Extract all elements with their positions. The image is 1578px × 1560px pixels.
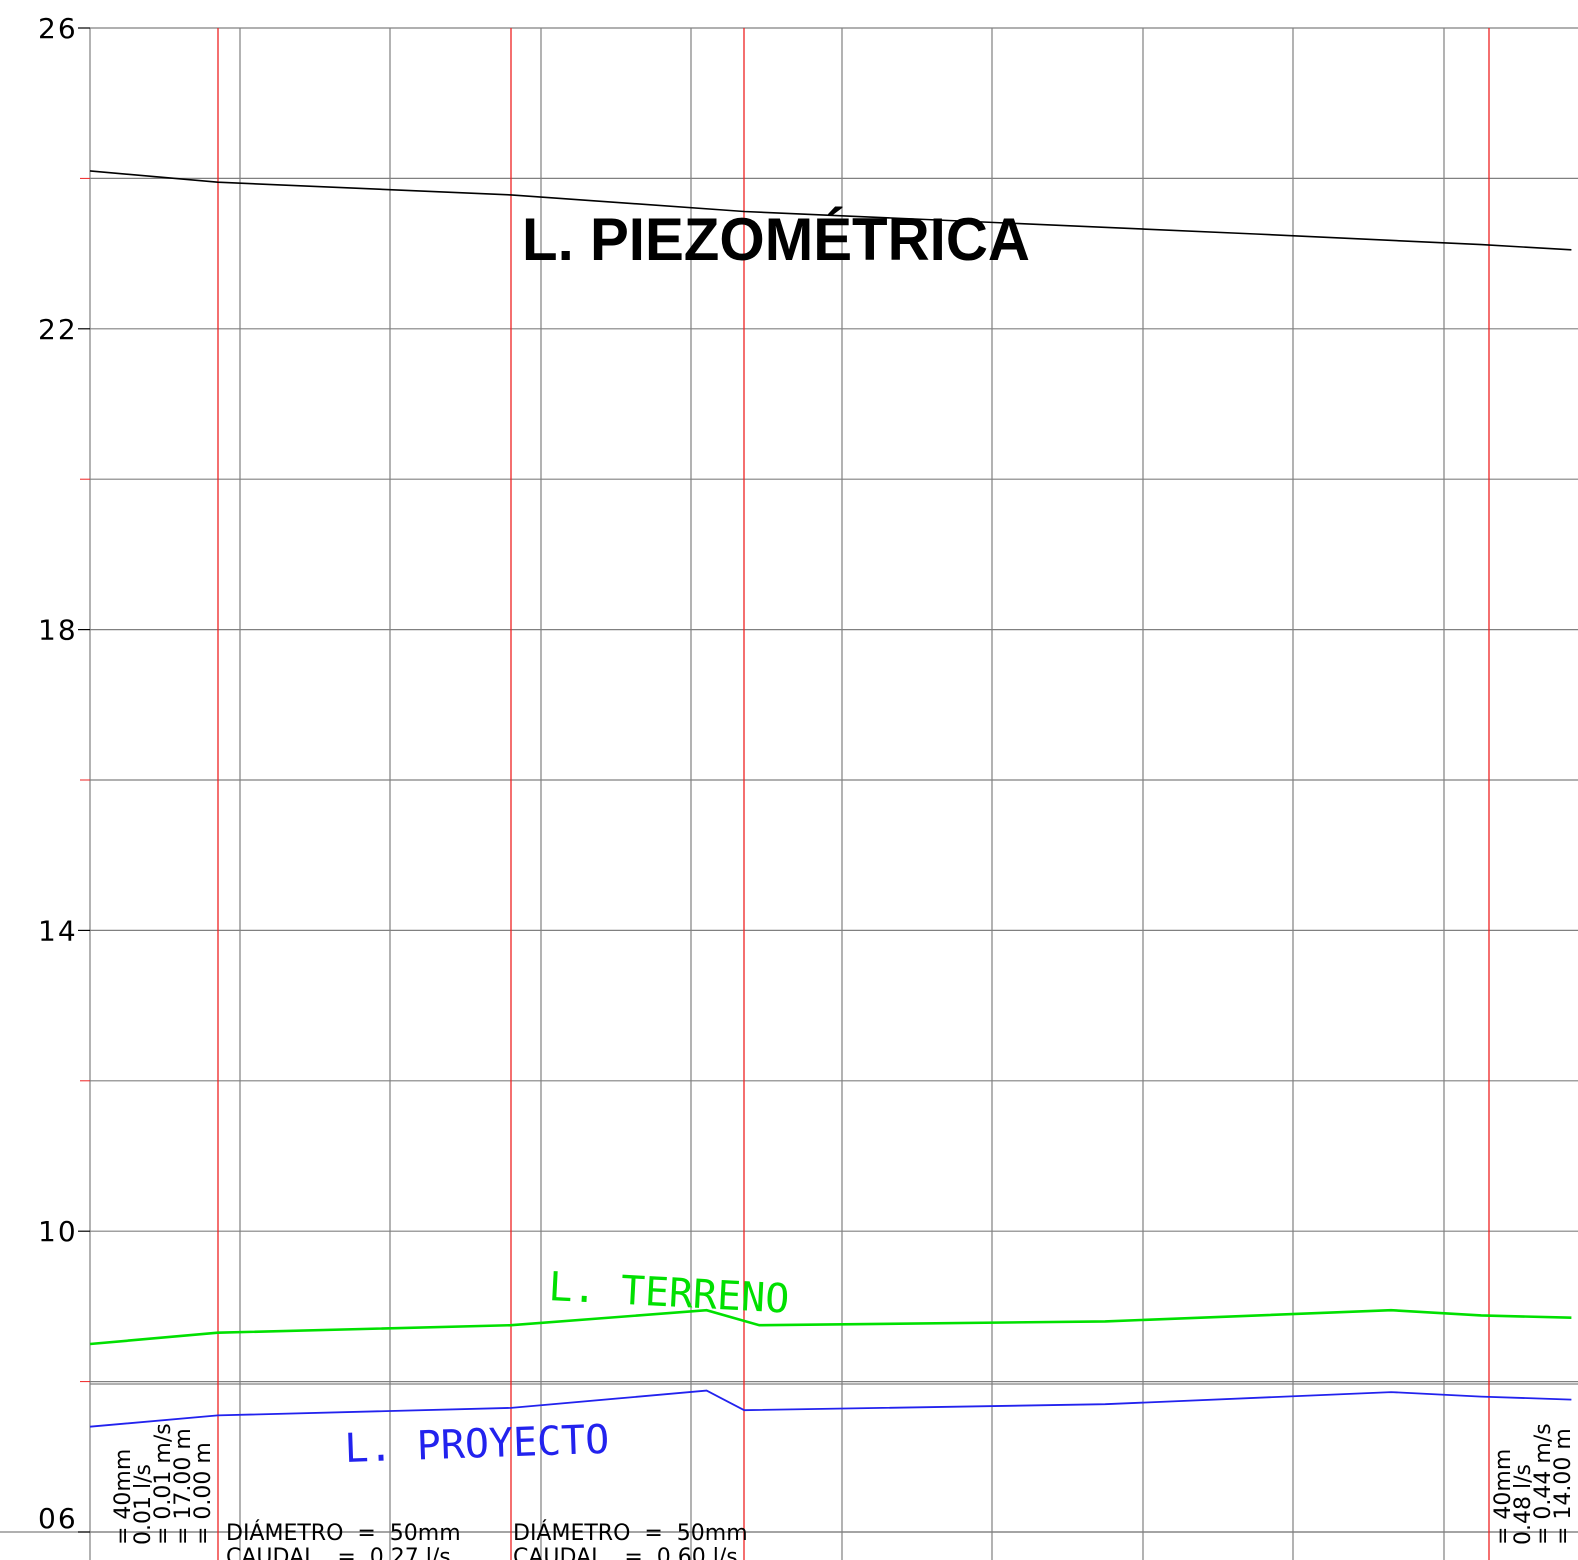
chart-title: L. PIEZOMÉTRICA — [522, 206, 1030, 273]
left-anno-0: = 40mm — [111, 1449, 136, 1545]
left-anno-3: = 17.00 m — [171, 1428, 196, 1545]
caudal-annotation-2: CAUDAL = 0.60 l/s — [513, 1545, 738, 1560]
caudal-annotation-1: CAUDAL = 0.27 l/s — [226, 1545, 451, 1560]
left-anno-4: = 0.00 m — [191, 1442, 216, 1545]
left-vertical-annotations: = 40mm 0.01 l/s = 0.01 m/s = 17.00 m = 0… — [111, 1423, 216, 1545]
station-lines — [217, 28, 1490, 1560]
series-line-proyecto — [89, 1389, 1572, 1428]
y-tick-label: 14 — [38, 914, 78, 947]
y-tick-label: 18 — [38, 614, 78, 647]
right-anno-1: 0.48 l/s — [1511, 1464, 1536, 1545]
y-tick-label: 10 — [38, 1215, 78, 1248]
diameter-annotation-2: DIÁMETRO = 50mm — [513, 1520, 748, 1546]
y-axis-ticks: 26 22 18 14 10 06 — [38, 12, 90, 1535]
y-tick-label: 26 — [38, 12, 78, 45]
series-lines — [89, 170, 1572, 1428]
left-anno-2: = 0.01 m/s — [151, 1423, 176, 1545]
series-line-piezometrica — [89, 170, 1572, 251]
right-anno-3: = 14.00 m — [1551, 1428, 1576, 1545]
right-anno-0: = 40mm — [1491, 1449, 1516, 1545]
left-anno-1: 0.01 l/s — [131, 1464, 156, 1545]
right-vertical-annotations: = 40mm 0.48 l/s = 0.44 m/s = 14.00 m — [1491, 1423, 1576, 1545]
grid — [0, 27, 1578, 1560]
y-tick-label: 06 — [38, 1502, 78, 1535]
right-anno-2: = 0.44 m/s — [1531, 1423, 1556, 1545]
terreno-label: L. TERRENO — [547, 1264, 790, 1323]
diameter-annotation-1: DIÁMETRO = 50mm — [226, 1520, 461, 1546]
series-line-terreno — [89, 1308, 1572, 1346]
y-tick-label: 22 — [38, 313, 78, 346]
proyecto-label: L. PROYECTO — [344, 1417, 610, 1472]
